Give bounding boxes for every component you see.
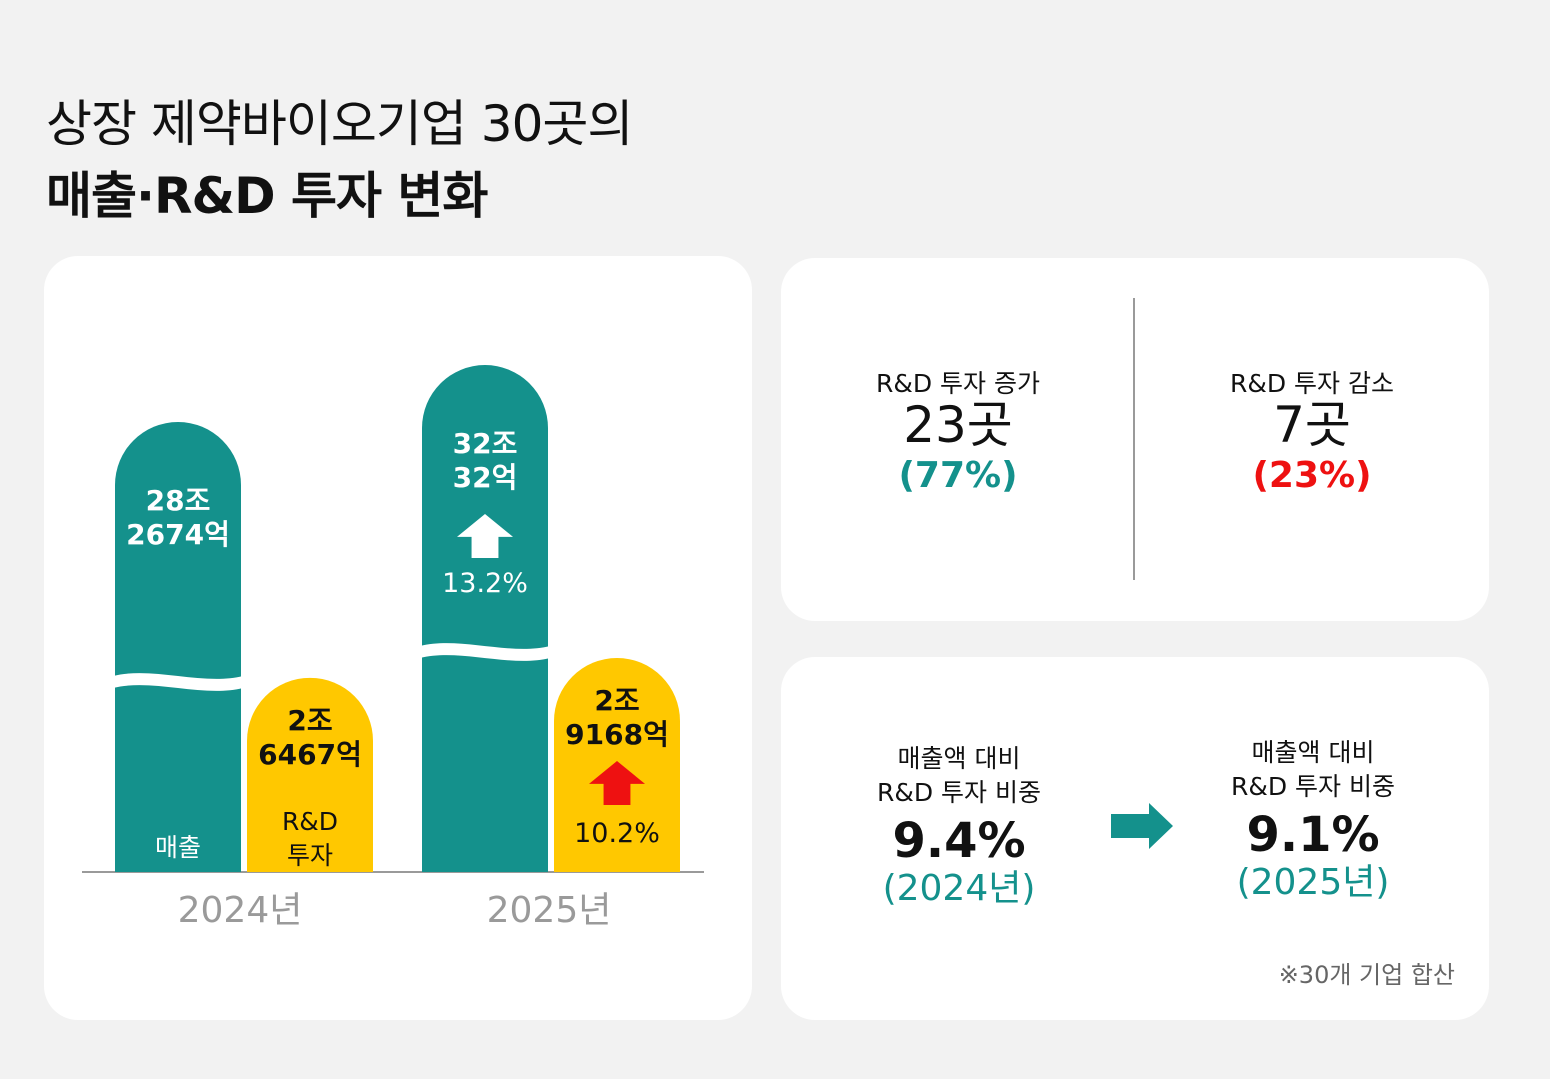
sales-bar-2: [422, 365, 548, 872]
ratio-before-label2: R&D 투자 비중: [876, 778, 1041, 807]
series-name-rnd-1: R&D: [282, 807, 338, 836]
x-tick-label-1: 2024년: [178, 890, 303, 931]
sales-change-label: 13.2%: [442, 568, 528, 599]
sales-value-label-1-a: 28조: [146, 484, 211, 517]
count-divider: [1133, 298, 1135, 580]
sales-up-arrow-icon: [457, 514, 513, 558]
ratio-after-label1: 매출액 대비: [1251, 738, 1375, 767]
rnd-bar-1: [247, 677, 373, 872]
series-name-rnd-2: 투자: [287, 841, 333, 870]
rnd-value-label-2-a: 2조: [594, 684, 639, 717]
ratio-card: 매출액 대비 R&D 투자 비중 9.4% (2024년) 매출액 대비 R&D…: [781, 657, 1489, 1020]
ratio-before-value: 9.4%: [892, 813, 1026, 869]
axis-break-1: [113, 673, 243, 691]
sales-value-label-2-a: 32조: [453, 427, 518, 460]
ratio-before-label1: 매출액 대비: [897, 744, 1021, 773]
bar-chart: 28조2674억2조6467억2024년32조32억2조9168억2025년매출…: [82, 365, 704, 931]
count-card: R&D 투자 증가 23곳 (77%) R&D 투자 감소 7곳 (23%): [781, 258, 1489, 621]
ratio-before-year: (2024년): [882, 868, 1036, 909]
title-line2: 매출·R&D 투자 변화: [46, 167, 488, 225]
rnd-value-label-1-b: 6467억: [258, 738, 362, 771]
title-line1: 상장 제약바이오기업 30곳의: [46, 95, 633, 153]
ratio-after-value: 9.1%: [1246, 807, 1380, 863]
rnd-up-arrow-icon: [589, 761, 645, 805]
ratio-after-label2: R&D 투자 비중: [1230, 772, 1395, 801]
sales-bar-1: [115, 422, 241, 872]
rnd-value-label-2-b: 9168억: [565, 718, 669, 751]
arrow-right-icon: [1111, 803, 1173, 849]
chart-card: 28조 2674억 2조 6467억 2024년 32조 32억 2조 9168억 2025년 매출…: [44, 256, 752, 1020]
ratio-after-year: (2025년): [1236, 862, 1390, 903]
axis-break-2: [420, 643, 550, 661]
decrease-value: 7곳: [1273, 396, 1351, 454]
rnd-value-label-1-a: 2조: [287, 704, 332, 737]
series-name-sales: 매출: [155, 833, 201, 862]
rnd-change-label: 10.2%: [574, 818, 660, 849]
decrease-label: R&D 투자 감소: [1229, 369, 1394, 398]
sales-value-label-1-b: 2674억: [126, 518, 230, 551]
increase-pct: (77%): [898, 455, 1018, 496]
increase-label: R&D 투자 증가: [875, 369, 1040, 398]
increase-value: 23곳: [903, 396, 1013, 454]
sales-value-label-2-b: 32억: [453, 461, 518, 494]
footnote: ※30개 기업 합산: [1278, 961, 1455, 989]
decrease-pct: (23%): [1252, 455, 1372, 496]
x-tick-label-2: 2025년: [487, 890, 612, 931]
